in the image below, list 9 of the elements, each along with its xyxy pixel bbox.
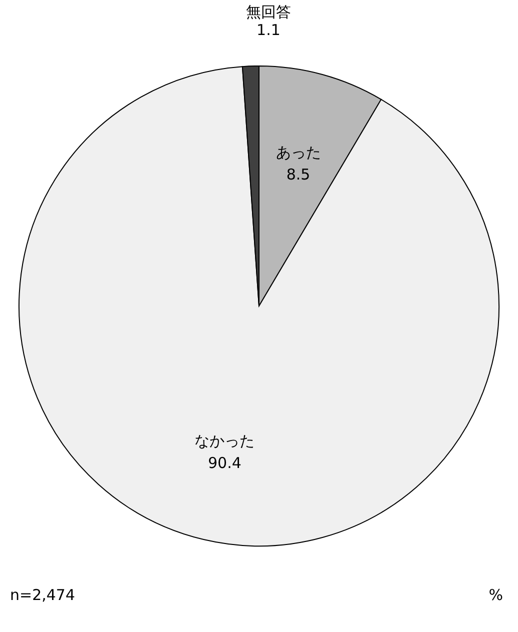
data-label: 90.4 <box>208 454 242 472</box>
data-label: 1.1 <box>256 21 280 40</box>
text: n=2,474 <box>10 586 76 604</box>
slice-label: あった <box>276 143 321 162</box>
text: % <box>488 586 503 604</box>
data-label: 8.5 <box>286 165 310 184</box>
slice-label: なかった <box>194 432 255 450</box>
slice-label: 無回答 <box>246 3 291 22</box>
pie-slice <box>18 66 500 546</box>
